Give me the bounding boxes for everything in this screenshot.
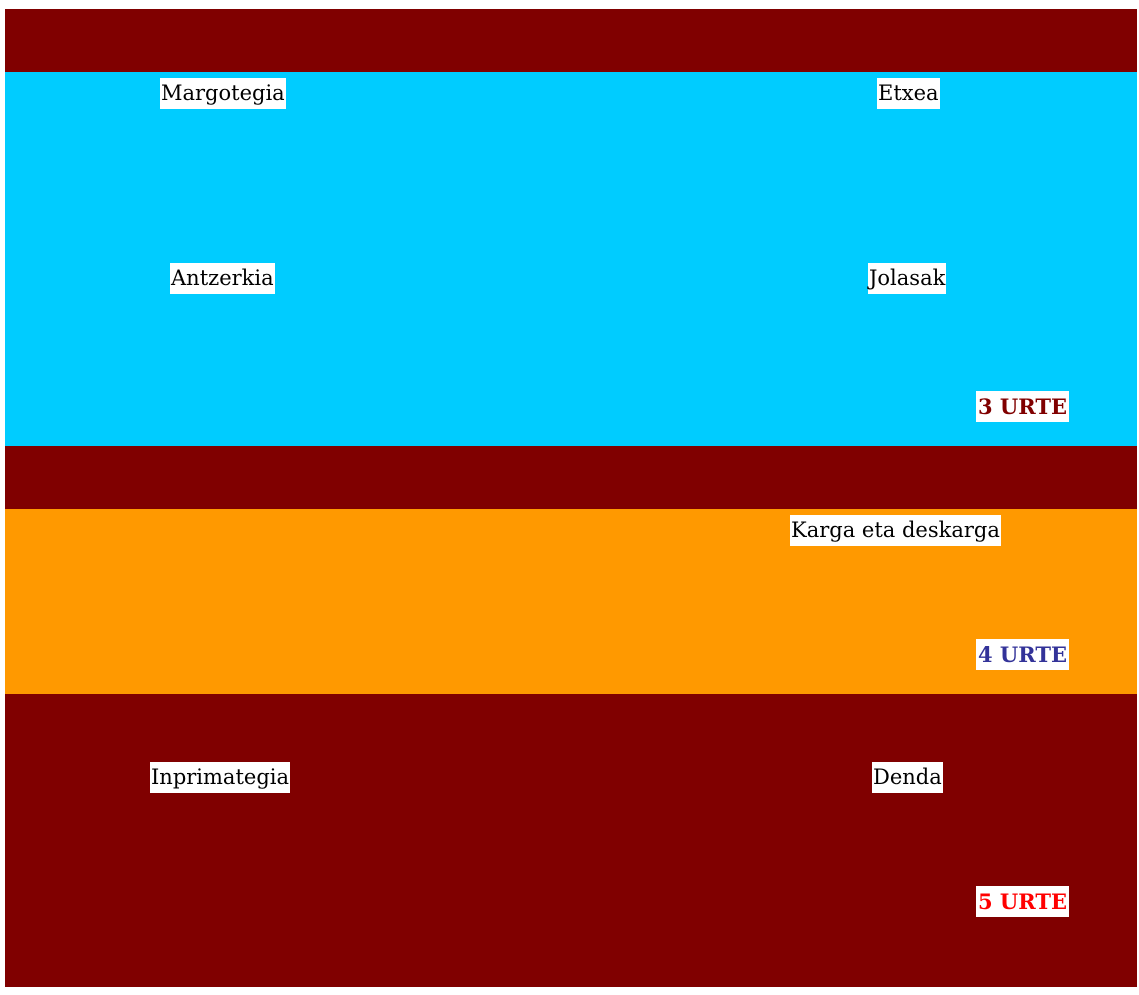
link-margotegia[interactable]: Margotegia — [160, 78, 286, 109]
top-bar — [5, 9, 1137, 72]
link-inprimategia[interactable]: Inprimategia — [150, 762, 290, 793]
link-antzerkia[interactable]: Antzerkia — [170, 263, 275, 294]
age-label-4: 4 URTE — [976, 639, 1069, 670]
section-5-urte: Inprimategia Denda 5 URTE — [5, 694, 1137, 987]
age-label-3: 3 URTE — [976, 391, 1069, 422]
age-label-5: 5 URTE — [976, 886, 1069, 917]
link-jolasak[interactable]: Jolasak — [868, 263, 947, 294]
middle-bar — [5, 446, 1137, 509]
link-denda[interactable]: Denda — [872, 762, 943, 793]
section-4-urte: Karga eta deskarga 4 URTE — [5, 509, 1137, 694]
link-karga-eta-deskarga[interactable]: Karga eta deskarga — [790, 515, 1001, 546]
link-etxea[interactable]: Etxea — [877, 78, 940, 109]
section-3-urte: Margotegia Etxea Antzerkia Jolasak 3 URT… — [5, 72, 1137, 446]
